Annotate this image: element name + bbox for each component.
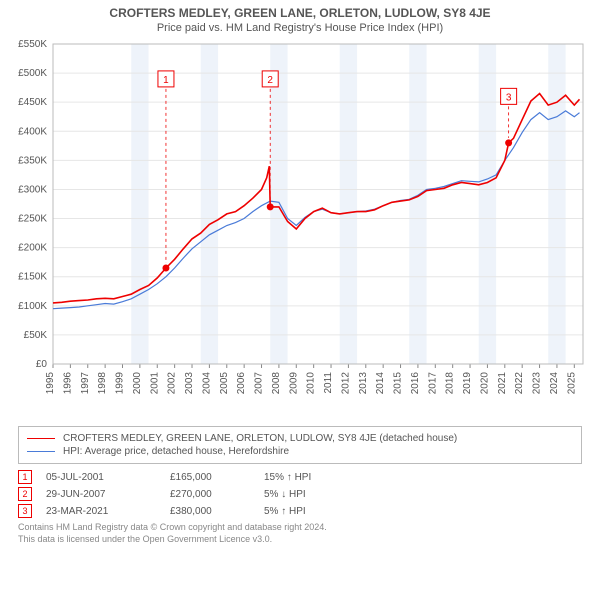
x-tick-label: 2017 <box>427 372 438 395</box>
event-date: 23-MAR-2021 <box>46 506 156 517</box>
event-table: 1 05-JUL-2001 £165,000 15% ↑ HPI 2 29-JU… <box>18 470 582 518</box>
legend-label: HPI: Average price, detached house, Here… <box>63 446 289 457</box>
event-delta: 15% ↑ HPI <box>264 472 354 483</box>
marker-num: 2 <box>267 75 273 86</box>
x-tick-label: 2020 <box>479 372 490 395</box>
legend-label: CROFTERS MEDLEY, GREEN LANE, ORLETON, LU… <box>63 433 457 444</box>
event-delta: 5% ↓ HPI <box>264 489 354 500</box>
x-tick-label: 2000 <box>132 372 143 395</box>
shade-band <box>201 44 218 364</box>
footer-line: Contains HM Land Registry data © Crown c… <box>18 522 582 534</box>
x-tick-label: 1996 <box>62 372 73 395</box>
x-tick-label: 1997 <box>80 372 91 395</box>
x-tick-label: 2024 <box>549 372 560 395</box>
marker-num: 3 <box>506 92 512 103</box>
y-tick-label: £300K <box>18 184 47 195</box>
x-tick-label: 2005 <box>219 372 230 395</box>
x-tick-label: 2001 <box>149 372 160 395</box>
shade-band <box>131 44 148 364</box>
event-price: £380,000 <box>170 506 250 517</box>
x-tick-label: 2012 <box>340 372 351 395</box>
event-date: 05-JUL-2001 <box>46 472 156 483</box>
legend: CROFTERS MEDLEY, GREEN LANE, ORLETON, LU… <box>18 426 582 464</box>
page: CROFTERS MEDLEY, GREEN LANE, ORLETON, LU… <box>0 0 600 590</box>
x-tick-label: 2007 <box>254 372 265 395</box>
x-tick-label: 2011 <box>323 372 334 394</box>
legend-row: HPI: Average price, detached house, Here… <box>27 446 573 457</box>
y-tick-label: £450K <box>18 97 47 108</box>
x-tick-label: 2013 <box>358 372 369 395</box>
x-tick-label: 1995 <box>45 372 56 395</box>
y-tick-label: £100K <box>18 301 47 312</box>
marker-num: 1 <box>163 75 169 86</box>
marker-dot <box>162 265 169 272</box>
event-row: 3 23-MAR-2021 £380,000 5% ↑ HPI <box>18 504 582 518</box>
footer: Contains HM Land Registry data © Crown c… <box>18 522 582 545</box>
x-tick-label: 2006 <box>236 372 247 395</box>
y-tick-label: £200K <box>18 243 47 254</box>
event-delta: 5% ↑ HPI <box>264 506 354 517</box>
x-tick-label: 2010 <box>306 372 317 395</box>
x-tick-label: 2021 <box>497 372 508 395</box>
marker-dot <box>505 139 512 146</box>
y-tick-label: £0 <box>36 359 48 370</box>
x-tick-label: 2008 <box>271 372 282 395</box>
legend-swatch-red <box>27 438 55 439</box>
x-tick-label: 2025 <box>566 372 577 395</box>
x-tick-label: 2004 <box>201 372 212 395</box>
x-tick-label: 1999 <box>115 372 126 395</box>
shade-band <box>479 44 496 364</box>
x-tick-label: 2015 <box>393 372 404 395</box>
x-tick-label: 2022 <box>514 372 525 395</box>
x-tick-label: 2019 <box>462 372 473 395</box>
event-marker-icon: 3 <box>18 504 32 518</box>
marker-dot <box>267 203 274 210</box>
x-tick-label: 2018 <box>445 372 456 395</box>
shade-band <box>340 44 357 364</box>
y-tick-label: £250K <box>18 214 47 225</box>
legend-row: CROFTERS MEDLEY, GREEN LANE, ORLETON, LU… <box>27 433 573 444</box>
y-tick-label: £150K <box>18 272 47 283</box>
y-tick-label: £50K <box>24 330 48 341</box>
x-tick-label: 2023 <box>532 372 543 395</box>
event-date: 29-JUN-2007 <box>46 489 156 500</box>
x-tick-label: 1998 <box>97 372 108 395</box>
legend-swatch-blue <box>27 451 55 452</box>
event-marker-icon: 2 <box>18 487 32 501</box>
event-marker-icon: 1 <box>18 470 32 484</box>
x-tick-label: 2009 <box>288 372 299 395</box>
x-tick-label: 2003 <box>184 372 195 395</box>
shade-band <box>548 44 565 364</box>
event-row: 2 29-JUN-2007 £270,000 5% ↓ HPI <box>18 487 582 501</box>
shade-band <box>409 44 426 364</box>
y-tick-label: £350K <box>18 155 47 166</box>
shade-band <box>270 44 287 364</box>
footer-line: This data is licensed under the Open Gov… <box>18 534 582 546</box>
y-tick-label: £550K <box>18 40 47 50</box>
event-price: £165,000 <box>170 472 250 483</box>
chart: £0 £50K £100K £150K £200K £250K £300K £350K £400… <box>8 40 592 420</box>
y-tick-label: £500K <box>18 68 47 79</box>
chart-svg: £0 £50K £100K £150K £200K £250K £300K £350K £400… <box>8 40 592 420</box>
y-tick-label: £400K <box>18 126 47 137</box>
x-tick-label: 2016 <box>410 372 421 395</box>
event-row: 1 05-JUL-2001 £165,000 15% ↑ HPI <box>18 470 582 484</box>
x-tick-label: 2002 <box>167 372 178 395</box>
chart-title: CROFTERS MEDLEY, GREEN LANE, ORLETON, LU… <box>8 6 592 20</box>
chart-subtitle: Price paid vs. HM Land Registry's House … <box>8 22 592 34</box>
event-price: £270,000 <box>170 489 250 500</box>
x-tick-label: 2014 <box>375 372 386 395</box>
